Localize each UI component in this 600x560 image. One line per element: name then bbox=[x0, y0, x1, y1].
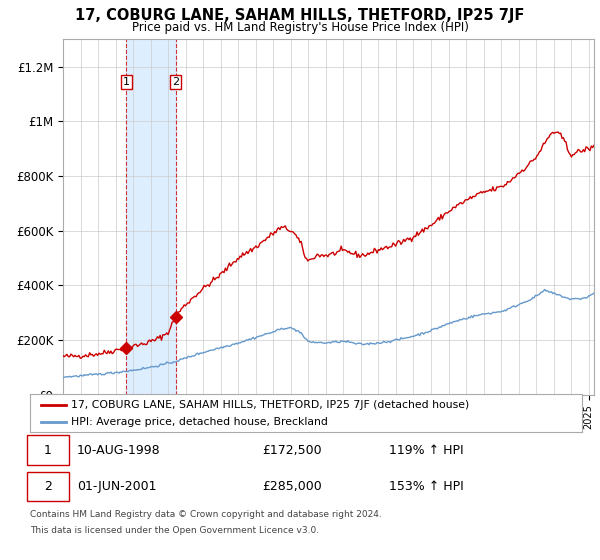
Bar bbox=[126, 39, 176, 395]
Text: 10-AUG-1998: 10-AUG-1998 bbox=[77, 444, 161, 456]
Text: This data is licensed under the Open Government Licence v3.0.: This data is licensed under the Open Gov… bbox=[30, 526, 319, 535]
Text: 1: 1 bbox=[44, 444, 52, 456]
FancyBboxPatch shape bbox=[27, 472, 68, 501]
Text: HPI: Average price, detached house, Breckland: HPI: Average price, detached house, Brec… bbox=[71, 417, 328, 427]
Text: 153% ↑ HPI: 153% ↑ HPI bbox=[389, 480, 464, 493]
Text: 2: 2 bbox=[44, 480, 52, 493]
Text: £172,500: £172,500 bbox=[262, 444, 322, 456]
Text: Price paid vs. HM Land Registry's House Price Index (HPI): Price paid vs. HM Land Registry's House … bbox=[131, 21, 469, 34]
Text: 2: 2 bbox=[172, 77, 179, 87]
Text: 17, COBURG LANE, SAHAM HILLS, THETFORD, IP25 7JF: 17, COBURG LANE, SAHAM HILLS, THETFORD, … bbox=[76, 8, 524, 24]
Text: 17, COBURG LANE, SAHAM HILLS, THETFORD, IP25 7JF (detached house): 17, COBURG LANE, SAHAM HILLS, THETFORD, … bbox=[71, 400, 470, 410]
Text: Contains HM Land Registry data © Crown copyright and database right 2024.: Contains HM Land Registry data © Crown c… bbox=[30, 510, 382, 519]
Text: £285,000: £285,000 bbox=[262, 480, 322, 493]
FancyBboxPatch shape bbox=[27, 436, 68, 465]
Text: 01-JUN-2001: 01-JUN-2001 bbox=[77, 480, 157, 493]
Text: 119% ↑ HPI: 119% ↑ HPI bbox=[389, 444, 463, 456]
Text: 1: 1 bbox=[123, 77, 130, 87]
